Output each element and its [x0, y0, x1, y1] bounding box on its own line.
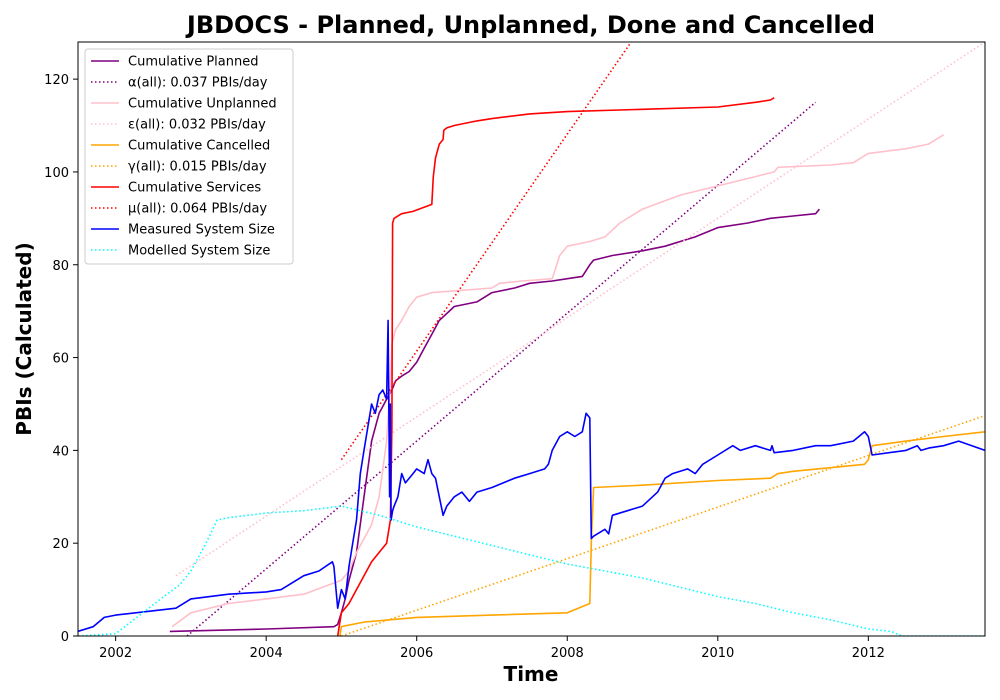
- y-tick-label: 40: [52, 444, 69, 459]
- y-tick-label: 120: [44, 73, 69, 88]
- legend-box: [84, 48, 294, 265]
- x-tick-label: 2002: [99, 646, 132, 661]
- legend-label: γ(all): 0.015 PBIs/day: [128, 160, 267, 175]
- legend-label: α(all): 0.037 PBIs/day: [128, 76, 268, 91]
- series-layer: [78, 42, 985, 636]
- y-tick-label: 100: [44, 166, 69, 181]
- x-tick-label: 2010: [701, 646, 734, 661]
- series-line-all-0-032-pbis-day: [175, 42, 985, 577]
- y-tick-label: 60: [52, 352, 69, 367]
- y-tick-label: 80: [52, 259, 69, 274]
- y-axis-title: PBIs (Calculated): [12, 242, 36, 435]
- legend-label: Cumulative Unplanned: [128, 97, 277, 112]
- series-line-measured-system-size: [78, 319, 985, 633]
- x-tick-label: 2004: [250, 646, 283, 661]
- x-axis: 2002 2004 2006 2008 2010 2012: [99, 636, 885, 661]
- series-line-cumulative-services: [336, 97, 775, 636]
- legend-label: Cumulative Services: [128, 181, 261, 196]
- x-tick-label: 2012: [852, 646, 885, 661]
- legend: Cumulative Planned α(all): 0.037 PBIs/day…: [84, 48, 294, 265]
- chart-title: JBDOCS - Planned, Unplanned, Done and Ca…: [185, 11, 875, 39]
- legend-label: Modelled System Size: [128, 244, 270, 259]
- x-axis-title: Time: [504, 662, 559, 686]
- legend-label: μ(all): 0.064 PBIs/day: [128, 202, 267, 217]
- legend-label: ε(all): 0.032 PBIs/day: [128, 118, 266, 133]
- series-line-all-0-037-pbis-day: [186, 101, 817, 636]
- plot-frame: [77, 41, 986, 637]
- legend-label: Cumulative Cancelled: [128, 139, 270, 154]
- series-line-modelled-system-size: [78, 505, 985, 636]
- series-line-cumulative-planned: [169, 208, 821, 633]
- y-axis: 0 20 40 60 80 100 120: [44, 73, 78, 645]
- y-tick-label: 20: [52, 537, 69, 552]
- x-tick-label: 2008: [551, 646, 584, 661]
- y-tick-label: 0: [61, 630, 69, 645]
- x-tick-label: 2006: [400, 646, 433, 661]
- series-line-all-0-015-pbis-day: [341, 414, 985, 636]
- series-line-all-0-064-pbis-day: [340, 42, 632, 461]
- legend-label: Cumulative Planned: [128, 55, 258, 70]
- series-line-cumulative-unplanned: [171, 134, 945, 628]
- legend-label: Measured System Size: [128, 223, 275, 238]
